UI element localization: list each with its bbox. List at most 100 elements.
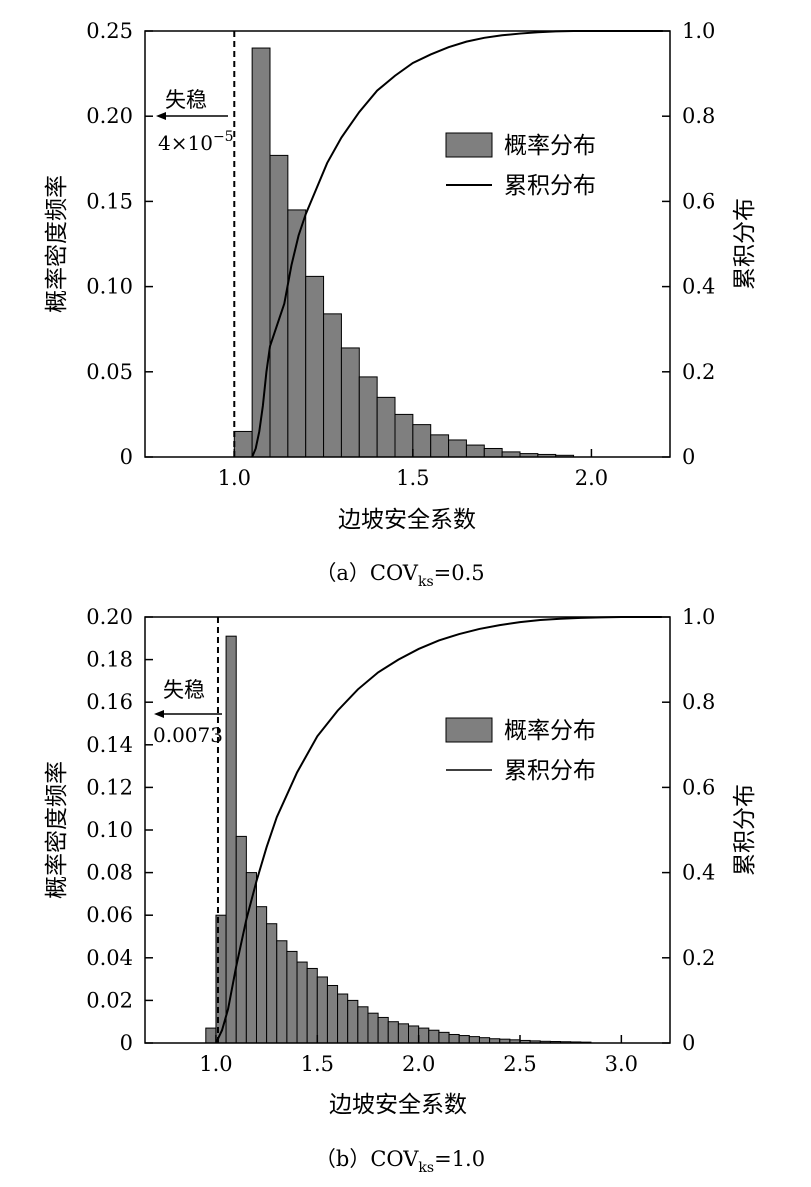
histogram-bar xyxy=(296,961,308,1044)
y-right-tick-label: 0.6 xyxy=(682,189,715,213)
legend-bar-label-a: 概率分布 xyxy=(504,133,596,159)
y-right-tick-label: 0 xyxy=(682,1031,695,1055)
legend-line-label-b: 累积分布 xyxy=(504,758,596,784)
x-tick-label: 1.5 xyxy=(396,466,429,490)
annotation-label-b: 失稳 xyxy=(163,678,205,702)
y-right-tick-label: 0.4 xyxy=(682,861,715,885)
histogram-bar xyxy=(397,1023,410,1044)
cdf-line-b xyxy=(215,616,662,1044)
annotation-arrowhead-a xyxy=(156,112,166,120)
y-axis-right-label-a: 累积分布 xyxy=(732,198,758,290)
y-left-tick-label: 0 xyxy=(120,445,133,469)
y-ticks-right-a: 0 0.2 0.4 0.6 0.8 1.0 xyxy=(662,19,715,469)
y-left-tick-label: 0.25 xyxy=(86,19,133,43)
y-left-tick-label: 0.02 xyxy=(86,988,133,1012)
histogram-bar xyxy=(377,1016,389,1044)
y-left-tick-label: 0.06 xyxy=(86,903,133,927)
histogram-bar xyxy=(323,313,342,458)
histogram-bar xyxy=(483,447,503,458)
histogram-bar xyxy=(233,430,253,458)
x-ticks-b: 1.0 1.5 2.0 2.5 3.0 xyxy=(199,1035,638,1076)
x-axis-label-a: 边坡安全系数 xyxy=(338,507,476,533)
y-ticks-left-a: 0 0.05 0.10 0.15 0.20 0.25 xyxy=(86,19,153,469)
x-tick-label: 2.0 xyxy=(575,466,608,490)
x-tick-label: 3.0 xyxy=(605,1052,638,1076)
annotation-arrowhead-b xyxy=(154,710,164,718)
y-right-tick-label: 0 xyxy=(682,445,695,469)
histogram-bar xyxy=(408,1025,420,1044)
caption-a: （a）COVks=0.5 xyxy=(315,561,484,590)
histogram-bar xyxy=(286,950,298,1044)
histogram-bars-b xyxy=(205,635,592,1044)
x-tick-label: 1.0 xyxy=(199,1052,232,1076)
histogram-bar xyxy=(337,993,349,1044)
y-left-tick-label: 0.20 xyxy=(86,605,133,629)
y-right-tick-label: 0.2 xyxy=(682,946,715,970)
y-left-tick-label: 0.12 xyxy=(86,775,133,799)
histogram-bar xyxy=(412,424,432,458)
caption-b: （b）COVks=1.0 xyxy=(315,1147,485,1176)
y-left-tick-label: 0.10 xyxy=(86,818,133,842)
histogram-bar xyxy=(326,984,339,1044)
y-left-tick-label: 0.10 xyxy=(86,275,133,299)
annotation-value-b: 0.0073 xyxy=(153,723,223,747)
y-axis-right-label-b: 累积分布 xyxy=(732,784,758,876)
histogram-bar xyxy=(468,1036,480,1044)
histogram-bar xyxy=(357,1006,369,1044)
annotation-value-a: 4×10−5 xyxy=(158,129,234,155)
histogram-bar xyxy=(465,444,485,458)
histogram-bar xyxy=(428,1029,440,1044)
histogram-bars-a xyxy=(233,47,575,458)
histogram-bar xyxy=(387,1021,399,1044)
y-left-tick-label: 0.20 xyxy=(86,104,133,128)
legend-bar-swatch-b xyxy=(445,717,493,743)
histogram-bar xyxy=(430,434,450,458)
histogram-bar xyxy=(305,275,325,458)
y-right-tick-label: 0.8 xyxy=(682,104,715,128)
chart-panel-b: 1.0 1.5 2.0 2.5 3.0 0 0.02 0.04 0.06 0.08 0.10 0.1… xyxy=(44,605,758,1176)
histogram-bar xyxy=(458,1035,470,1044)
y-left-tick-label: 0.18 xyxy=(86,648,133,672)
x-tick-label: 1.5 xyxy=(301,1052,334,1076)
histogram-bar xyxy=(255,906,268,1044)
histogram-bar xyxy=(394,413,414,458)
x-tick-label: 2.0 xyxy=(402,1052,435,1076)
histogram-bar xyxy=(501,451,521,458)
cdf-line-a xyxy=(251,30,663,458)
histogram-bar xyxy=(448,1033,460,1044)
histogram-bar xyxy=(347,999,359,1044)
histogram-bar xyxy=(276,940,288,1044)
x-axis-label-b: 边坡安全系数 xyxy=(329,1092,467,1118)
y-left-tick-label: 0.15 xyxy=(86,189,133,213)
histogram-bar xyxy=(306,967,318,1044)
y-right-tick-label: 0.6 xyxy=(682,775,715,799)
histogram-bar xyxy=(205,1027,217,1044)
histogram-bar xyxy=(376,396,396,458)
y-axis-left-label-b: 概率密度频率 xyxy=(44,761,70,899)
y-ticks-left-b: 0 0.02 0.04 0.06 0.08 0.10 0.12 0.14 0.16 0.18 0.2… xyxy=(86,605,153,1055)
histogram-bar xyxy=(225,635,237,1044)
chart-panel-a: 1.0 1.5 2.0 00.050.100.150.200.25 00.20.40… xyxy=(44,19,758,590)
y-right-tick-label: 0.8 xyxy=(682,690,715,714)
y-left-tick-label: 0 xyxy=(120,1031,133,1055)
y-ticks-right-b: 0 0.2 0.4 0.6 0.8 1.0 xyxy=(662,605,715,1055)
y-right-tick-label: 0.2 xyxy=(682,360,715,384)
histogram-bar xyxy=(251,47,271,458)
x-tick-label: 2.5 xyxy=(503,1052,536,1076)
histogram-bar xyxy=(448,439,467,458)
legend-bar-swatch-a xyxy=(445,132,493,158)
y-left-tick-label: 0.16 xyxy=(86,690,133,714)
y-left-tick-label: 0.04 xyxy=(86,946,133,970)
legend-bar-label-b: 概率分布 xyxy=(504,718,596,744)
y-right-tick-label: 0.4 xyxy=(682,275,715,299)
y-left-tick-label: 0.05 xyxy=(86,360,133,384)
histogram-bar xyxy=(438,1031,450,1044)
histogram-bar xyxy=(358,376,378,458)
histogram-bar xyxy=(269,154,289,458)
x-ticks-a: 1.0 1.5 2.0 xyxy=(218,449,608,490)
legend-line-label-a: 累积分布 xyxy=(504,173,596,199)
histogram-bar xyxy=(418,1027,430,1044)
histogram-bar xyxy=(478,1037,491,1044)
histogram-bar xyxy=(340,347,360,458)
